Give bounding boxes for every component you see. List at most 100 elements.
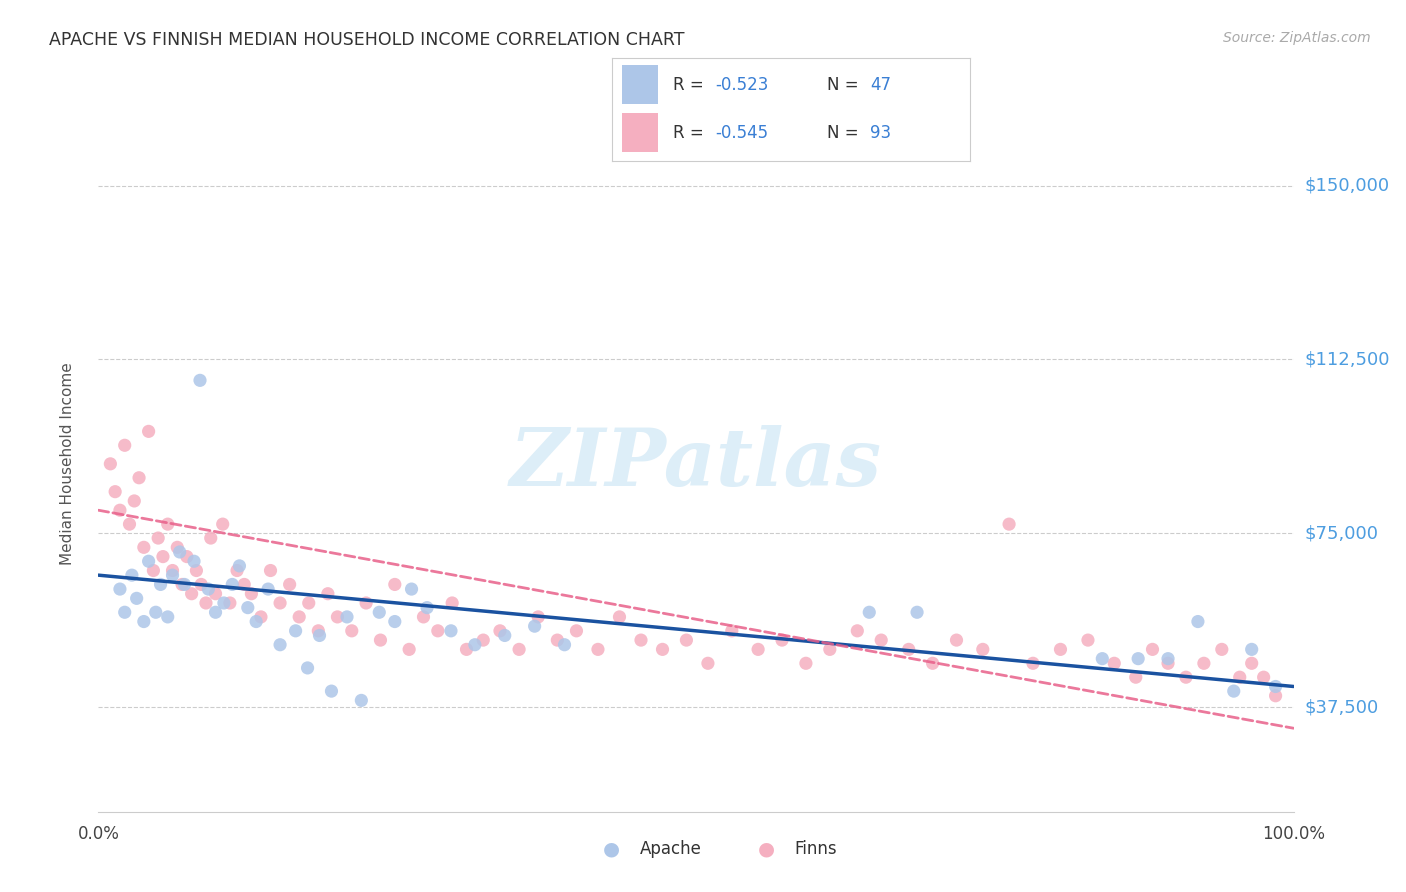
Point: [508, 642, 530, 657]
Text: -0.545: -0.545: [716, 124, 769, 142]
Point: [1049, 642, 1071, 657]
Point: [1125, 670, 1147, 684]
Point: [180, 587, 202, 601]
Y-axis label: Median Household Income: Median Household Income: [60, 362, 75, 566]
Point: [124, 494, 146, 508]
Point: [1091, 651, 1114, 665]
Point: [1264, 680, 1286, 694]
Point: [1211, 642, 1233, 657]
Point: [98, 457, 122, 471]
Point: [354, 596, 377, 610]
Point: [1229, 670, 1251, 684]
Text: R =: R =: [672, 124, 709, 142]
Point: [308, 628, 330, 642]
Point: [1240, 642, 1263, 657]
Point: [259, 564, 281, 578]
Point: [1022, 657, 1045, 671]
Point: [190, 577, 212, 591]
Point: [1222, 684, 1246, 698]
Point: [368, 605, 391, 619]
Point: [818, 642, 841, 657]
Point: [1142, 642, 1164, 657]
Point: [336, 610, 359, 624]
Point: [212, 596, 235, 610]
Point: [257, 582, 280, 596]
Text: N =: N =: [827, 76, 863, 94]
Point: [132, 615, 155, 629]
Point: [121, 568, 143, 582]
Point: [565, 624, 588, 638]
Point: [921, 657, 943, 671]
Point: [176, 549, 198, 564]
Point: [697, 657, 720, 671]
Point: [412, 610, 434, 624]
Point: [384, 615, 406, 629]
Point: [162, 568, 184, 582]
Point: [472, 633, 495, 648]
Point: [523, 619, 546, 633]
Point: [297, 661, 319, 675]
Point: [945, 633, 967, 648]
Point: [221, 577, 243, 591]
FancyBboxPatch shape: [623, 65, 658, 104]
Point: [527, 610, 550, 624]
Point: [794, 657, 817, 671]
Point: [233, 577, 256, 591]
Point: [148, 531, 170, 545]
Text: $75,000: $75,000: [1305, 524, 1379, 542]
Point: [149, 577, 172, 591]
Point: [278, 577, 301, 591]
Point: [240, 587, 263, 601]
Point: [426, 624, 449, 638]
Point: [211, 517, 233, 532]
Point: [307, 624, 329, 638]
Text: Source: ZipAtlas.com: Source: ZipAtlas.com: [1223, 31, 1371, 45]
Point: [398, 642, 420, 657]
Point: [298, 596, 321, 610]
Point: [114, 438, 136, 452]
Point: [1077, 633, 1099, 648]
Point: [846, 624, 869, 638]
Point: [114, 605, 136, 619]
Point: [489, 624, 512, 638]
Text: -0.523: -0.523: [716, 76, 769, 94]
Point: [166, 541, 188, 555]
Point: [183, 554, 205, 568]
Point: [326, 610, 349, 624]
Point: [132, 541, 155, 555]
Point: [204, 587, 226, 601]
Point: [321, 684, 343, 698]
Text: 47: 47: [870, 76, 891, 94]
Point: [228, 558, 250, 573]
Point: [156, 517, 179, 532]
Point: [1157, 651, 1180, 665]
Text: R =: R =: [672, 76, 709, 94]
Point: [675, 633, 697, 648]
Point: [200, 531, 222, 545]
Point: [554, 638, 576, 652]
Point: [108, 582, 131, 596]
Point: [142, 564, 165, 578]
Point: [416, 600, 439, 615]
Point: [162, 564, 184, 578]
Point: [269, 596, 291, 610]
Point: [494, 628, 516, 642]
Point: [316, 587, 339, 601]
Point: [1128, 651, 1150, 665]
Point: [370, 633, 392, 648]
Point: [747, 642, 769, 657]
Point: [172, 577, 194, 591]
Point: [456, 642, 478, 657]
Text: ●: ●: [758, 839, 775, 859]
Point: [145, 605, 167, 619]
Point: [350, 693, 373, 707]
Point: [1240, 657, 1263, 671]
Point: [156, 610, 179, 624]
Point: [384, 577, 406, 591]
Point: [118, 517, 141, 532]
Point: [173, 577, 195, 591]
Point: [269, 638, 291, 652]
Text: 93: 93: [870, 124, 891, 142]
Point: [972, 642, 994, 657]
Point: [197, 582, 219, 596]
